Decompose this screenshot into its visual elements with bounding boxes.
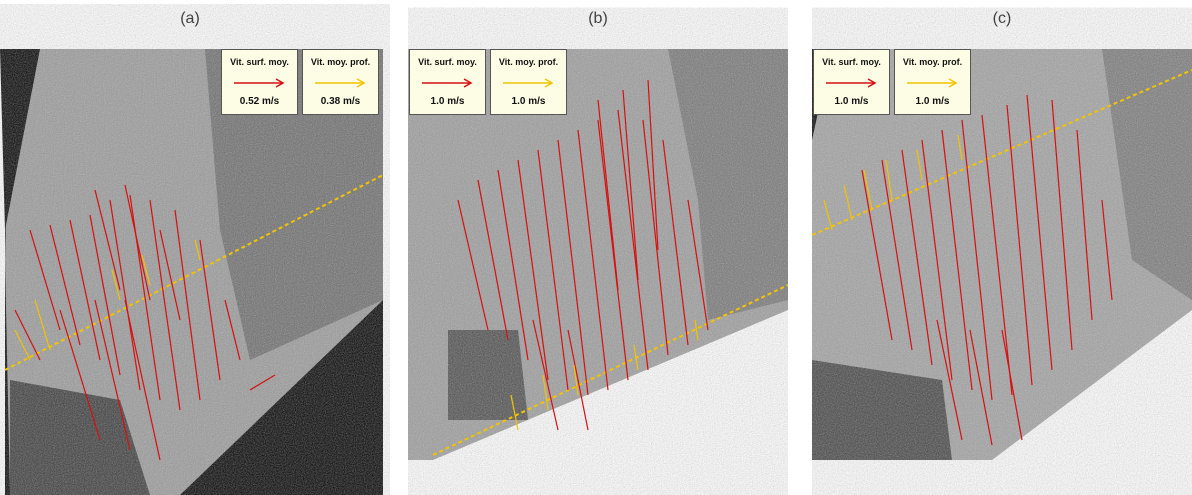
river-photo — [408, 49, 788, 460]
surface-legend-title: Vit. surf. moy. — [822, 57, 881, 67]
depth-velocity-vectors — [823, 134, 963, 231]
yellow-arrow-icon — [503, 78, 554, 88]
depth-velocity-vectors — [510, 319, 699, 431]
surface-velocity-vectors — [14, 184, 276, 461]
velocity-legend: Vit. surf. moy. 1.0 m/s Vit. moy. prof. … — [813, 49, 971, 119]
surface-legend-title: Vit. surf. moy. — [230, 57, 289, 67]
cross-section-line — [812, 69, 1192, 236]
yellow-arrow-icon — [907, 78, 958, 88]
depth-legend-value: 1.0 m/s — [915, 96, 950, 107]
depth-legend-title: Vit. moy. prof. — [310, 57, 371, 67]
surface-legend-value: 0.52 m/s — [239, 96, 280, 107]
image-texture — [408, 49, 788, 460]
panel-label: (a) — [180, 10, 200, 27]
surface-velocity-vectors — [861, 94, 1113, 446]
red-arrow-icon — [826, 78, 877, 88]
surface-legend-value: 1.0 m/s — [430, 96, 465, 107]
surface-legend-title: Vit. surf. moy. — [418, 57, 477, 67]
red-arrow-icon — [234, 78, 285, 88]
panel-label: (b) — [588, 10, 608, 27]
depth-legend-value: 0.38 m/s — [320, 96, 361, 107]
river-photo — [0, 49, 384, 495]
river-photo — [812, 49, 1192, 460]
panel-label: (c) — [992, 10, 1012, 27]
surface-velocity-vectors — [457, 79, 709, 431]
depth-velocity-legend: Vit. moy. prof. 1.0 m/s — [490, 49, 567, 115]
velocity-legend: Vit. surf. moy. 0.52 m/s Vit. moy. prof.… — [221, 49, 379, 119]
surface-velocity-legend: Vit. surf. moy. 0.52 m/s — [221, 49, 298, 115]
depth-velocity-legend: Vit. moy. prof. 0.38 m/s — [302, 49, 379, 115]
cross-section-line — [432, 284, 788, 456]
surface-legend-value: 1.0 m/s — [834, 96, 869, 107]
image-texture — [812, 49, 1192, 460]
velocity-legend: Vit. surf. moy. 1.0 m/s Vit. moy. prof. … — [409, 49, 567, 119]
panel-a: (a) Vit. surf. moy. 0.52 m/s — [0, 0, 384, 495]
red-arrow-icon — [422, 78, 473, 88]
depth-velocity-legend: Vit. moy. prof. 1.0 m/s — [894, 49, 971, 115]
depth-legend-title: Vit. moy. prof. — [902, 57, 963, 67]
depth-legend-value: 1.0 m/s — [511, 96, 546, 107]
surface-velocity-legend: Vit. surf. moy. 1.0 m/s — [813, 49, 890, 115]
yellow-arrow-icon — [315, 78, 366, 88]
depth-velocity-vectors — [14, 239, 201, 361]
panel-b: (b) Vit. surf. moy. 1.0 m/s Vit. — [408, 0, 788, 495]
surface-velocity-legend: Vit. surf. moy. 1.0 m/s — [409, 49, 486, 115]
depth-legend-title: Vit. moy. prof. — [498, 57, 559, 67]
panel-c: (c) Vit. surf. moy. 1.0 m/s Vit. mo — [812, 0, 1192, 495]
